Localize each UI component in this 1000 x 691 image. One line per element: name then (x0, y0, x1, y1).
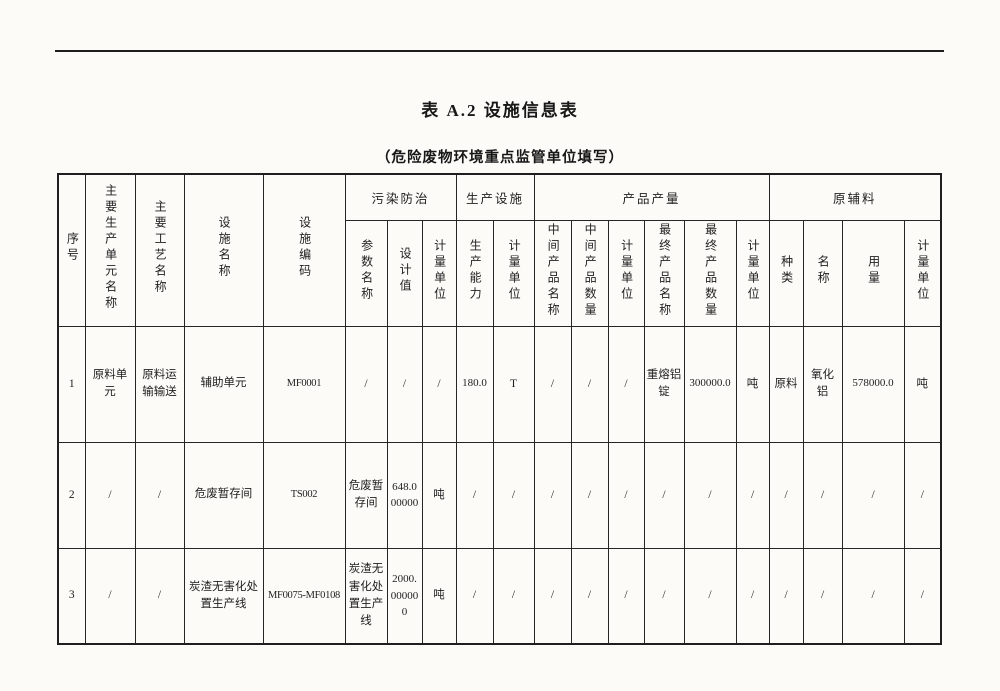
cell-param-name: / (344, 325, 388, 443)
group-pollution-control: 污染防治 (344, 173, 457, 221)
cell-seq: 3 (57, 547, 86, 645)
cell-process: / (134, 441, 185, 549)
cell-final-qty: 300000.0 (683, 325, 737, 443)
cell-unit: / (607, 325, 645, 443)
table-row: 2 / / 危废暂存间 TS002 危废暂存间 648.000000 吨 / /… (57, 441, 942, 549)
cell-material-type: / (768, 441, 804, 549)
cell-facility-name: 炭渣无害化处置生产线 (183, 547, 264, 645)
cell-unit: 吨 (421, 441, 457, 549)
cell-seq: 2 (57, 441, 86, 549)
cell-material-name: / (802, 547, 843, 645)
cell-intermediate-qty: / (570, 441, 609, 549)
cell-unit: / (735, 547, 770, 645)
subheader-intermediate-product-qty: 中间产品数量 (570, 219, 609, 327)
cell-unit: / (903, 547, 942, 645)
cell-final-qty: / (683, 441, 737, 549)
cell-unit: / (903, 441, 942, 549)
subheader-parameter-name: 参数名称 (344, 219, 388, 327)
cell-facility-code: TS002 (262, 441, 346, 549)
cell-main-unit: 原料单元 (84, 325, 136, 443)
subheader-unit-3: 计量单位 (607, 219, 645, 327)
subheader-material-amount: 用量 (841, 219, 905, 327)
cell-unit: / (492, 441, 535, 549)
cell-unit: / (492, 547, 535, 645)
header-seq-no-label: 序号 (65, 231, 80, 264)
table-subtitle: （危险废物环境重点监管单位填写） (376, 150, 624, 166)
cell-facility-name: 辅助单元 (183, 325, 264, 443)
cell-material-type: / (768, 547, 804, 645)
subheader-material-type: 种类 (768, 219, 804, 327)
header-facility-name: 设施名称 (183, 173, 264, 327)
cell-unit: T (492, 325, 535, 443)
cell-capacity: / (455, 441, 494, 549)
cell-material-amount: / (841, 441, 905, 549)
header-main-production-unit-label: 主要生产单元名称 (103, 183, 118, 312)
cell-final-qty: / (683, 547, 737, 645)
header-seq-no: 序号 (57, 173, 86, 327)
header-rule (55, 50, 944, 52)
table-title: 表 A.2 设施信息表 (421, 101, 579, 120)
header-main-process-name-label: 主要工艺名称 (153, 199, 168, 296)
subheader-unit-2: 计量单位 (492, 219, 535, 327)
cell-unit: / (735, 441, 770, 549)
cell-intermediate-name: / (533, 325, 572, 443)
cell-material-name: / (802, 441, 843, 549)
cell-unit: 吨 (421, 547, 457, 645)
header-facility-code-label: 设施编码 (297, 215, 312, 280)
cell-process: 原料运输输送 (134, 325, 185, 443)
cell-final-name: / (643, 441, 685, 549)
cell-main-unit: / (84, 441, 136, 549)
header-main-process-name: 主要工艺名称 (134, 173, 185, 327)
cell-capacity: / (455, 547, 494, 645)
cell-final-name: / (643, 547, 685, 645)
subheader-final-product-qty: 最终产品数量 (683, 219, 737, 327)
cell-seq: 1 (57, 325, 86, 443)
cell-unit: / (607, 547, 645, 645)
cell-facility-code: MF0001 (262, 325, 346, 443)
subheader-unit-1: 计量单位 (421, 219, 457, 327)
cell-unit: / (607, 441, 645, 549)
cell-unit: 吨 (903, 325, 942, 443)
cell-main-unit: / (84, 547, 136, 645)
subheader-intermediate-product-name: 中间产品名称 (533, 219, 572, 327)
cell-material-name: 氧化铝 (802, 325, 843, 443)
group-production-facility: 生产设施 (455, 173, 535, 221)
header-facility-name-label: 设施名称 (217, 215, 232, 280)
table-row: 1 原料单元 原料运输输送 辅助单元 MF0001 / / / 180.0 T … (57, 325, 942, 443)
cell-final-name: 重熔铝锭 (643, 325, 685, 443)
cell-design-value: / (386, 325, 423, 443)
cell-facility-name: 危废暂存间 (183, 441, 264, 549)
cell-capacity: 180.0 (455, 325, 494, 443)
cell-material-type: 原料 (768, 325, 804, 443)
cell-material-amount: 578000.0 (841, 325, 905, 443)
cell-param-name: 危废暂存间 (344, 441, 388, 549)
cell-intermediate-qty: / (570, 325, 609, 443)
cell-process: / (134, 547, 185, 645)
header-facility-code: 设施编码 (262, 173, 346, 327)
group-product-output: 产品产量 (533, 173, 770, 221)
cell-design-value: 648.000000 (386, 441, 423, 549)
subheader-design-value: 设计值 (386, 219, 423, 327)
cell-param-name: 炭渣无害化处置生产线 (344, 547, 388, 645)
subheader-material-name: 名称 (802, 219, 843, 327)
cell-intermediate-name: / (533, 547, 572, 645)
cell-design-value: 2000.000000 (386, 547, 423, 645)
cell-intermediate-name: / (533, 441, 572, 549)
cell-material-amount: / (841, 547, 905, 645)
cell-facility-code: MF0075-MF0108 (262, 547, 346, 645)
subheader-unit-4: 计量单位 (735, 219, 770, 327)
subheader-production-capacity: 生产能力 (455, 219, 494, 327)
table-row: 3 / / 炭渣无害化处置生产线 MF0075-MF0108 炭渣无害化处置生产… (57, 547, 942, 645)
cell-unit: 吨 (735, 325, 770, 443)
header-main-production-unit: 主要生产单元名称 (84, 173, 136, 327)
facility-info-table: 序号 主要生产单元名称 主要工艺名称 设施名称 设施编码 污染防治 生产设施 产… (57, 173, 943, 645)
group-raw-materials: 原辅料 (768, 173, 942, 221)
subheader-unit-5: 计量单位 (903, 219, 942, 327)
subheader-final-product-name: 最终产品名称 (643, 219, 685, 327)
cell-unit: / (421, 325, 457, 443)
cell-intermediate-qty: / (570, 547, 609, 645)
